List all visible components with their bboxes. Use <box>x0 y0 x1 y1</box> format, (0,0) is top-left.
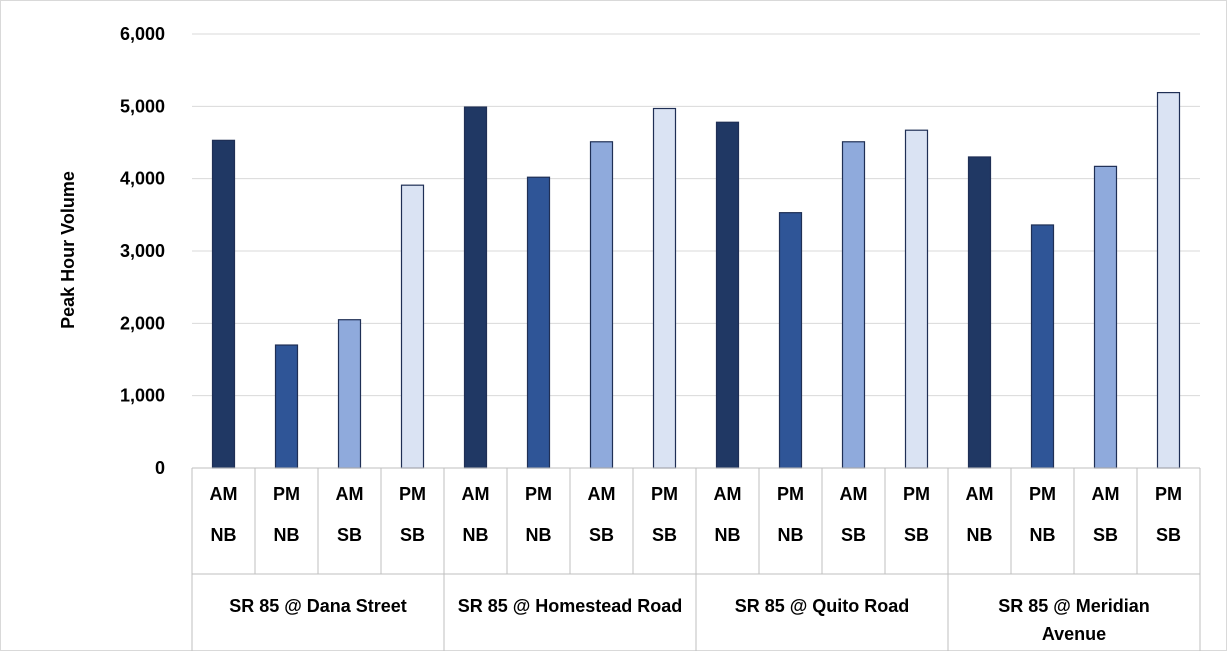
y-axis-label: Peak Hour Volume <box>58 171 78 329</box>
x-tick-label-period: AM <box>588 484 616 504</box>
group-label: SR 85 @ Meridian Avenue <box>998 596 1150 644</box>
y-tick-label: 1,000 <box>120 386 165 406</box>
x-tick-label-direction: NB <box>967 525 993 545</box>
bar <box>211 139 236 469</box>
x-tick-label-direction: SB <box>589 525 614 545</box>
bar <box>589 141 614 469</box>
x-tick-label-period: PM <box>1029 484 1056 504</box>
group-label-line: SR 85 @ Quito Road <box>735 596 910 616</box>
x-tick-label-direction: SB <box>400 525 425 545</box>
bar <box>967 156 992 469</box>
x-tick-label-period: AM <box>336 484 364 504</box>
x-tick-label-period: AM <box>462 484 490 504</box>
x-tick-label-direction: NB <box>1030 525 1056 545</box>
y-tick-label: 2,000 <box>120 313 165 333</box>
x-axis: AM NB PM NB AM SB PM SB SR 85 @ Dana Street AM NB P… <box>191 467 1201 651</box>
x-tick-label-period: AM <box>840 484 868 504</box>
x-tick-label-period: AM <box>1092 484 1120 504</box>
bar <box>337 319 362 469</box>
group-label: SR 85 @ Homestead Road <box>458 596 683 616</box>
bar <box>463 106 488 469</box>
x-tick-label-direction: SB <box>904 525 929 545</box>
bar <box>1030 224 1055 469</box>
x-tick-label-direction: NB <box>274 525 300 545</box>
bar <box>400 184 425 469</box>
bar <box>274 344 299 469</box>
bar <box>652 107 677 469</box>
x-tick-label-period: PM <box>273 484 300 504</box>
group-label-line: SR 85 @ Meridian <box>998 596 1150 616</box>
y-tick-label: 3,000 <box>120 241 165 261</box>
x-tick-label-direction: NB <box>715 525 741 545</box>
x-tick-label-direction: SB <box>1093 525 1118 545</box>
bar <box>1093 165 1118 469</box>
x-tick-label-direction: SB <box>1156 525 1181 545</box>
x-tick-label-period: AM <box>714 484 742 504</box>
y-tick-label: 6,000 <box>120 24 165 44</box>
bar <box>904 129 929 469</box>
x-tick-label-period: AM <box>966 484 994 504</box>
bar <box>1156 91 1181 469</box>
x-tick-label-direction: SB <box>337 525 362 545</box>
x-tick-label-period: PM <box>651 484 678 504</box>
x-tick-label-direction: NB <box>526 525 552 545</box>
x-tick-label-period: PM <box>399 484 426 504</box>
x-tick-label-period: PM <box>525 484 552 504</box>
x-tick-label-direction: NB <box>463 525 489 545</box>
x-tick-label-period: PM <box>777 484 804 504</box>
bar <box>715 121 740 469</box>
group-label-line: SR 85 @ Homestead Road <box>458 596 683 616</box>
group-label: SR 85 @ Quito Road <box>735 596 910 616</box>
bar <box>526 176 551 469</box>
bar <box>841 141 866 469</box>
x-tick-label-period: PM <box>1155 484 1182 504</box>
x-tick-label-period: AM <box>210 484 238 504</box>
y-tick-label: 5,000 <box>120 96 165 116</box>
y-tick-label: 0 <box>155 458 165 478</box>
bar <box>778 212 803 469</box>
x-tick-label-period: PM <box>903 484 930 504</box>
bars <box>211 91 1181 469</box>
group-label-line: Avenue <box>1042 624 1106 644</box>
x-tick-label-direction: SB <box>841 525 866 545</box>
x-tick-label-direction: NB <box>211 525 237 545</box>
y-axis-ticks: 0 1,000 2,000 3,000 4,000 5,000 6,000 <box>120 24 165 478</box>
x-tick-label-direction: SB <box>652 525 677 545</box>
group-label: SR 85 @ Dana Street <box>229 596 407 616</box>
x-tick-label-direction: NB <box>778 525 804 545</box>
y-tick-label: 4,000 <box>120 169 165 189</box>
group-label-line: SR 85 @ Dana Street <box>229 596 407 616</box>
